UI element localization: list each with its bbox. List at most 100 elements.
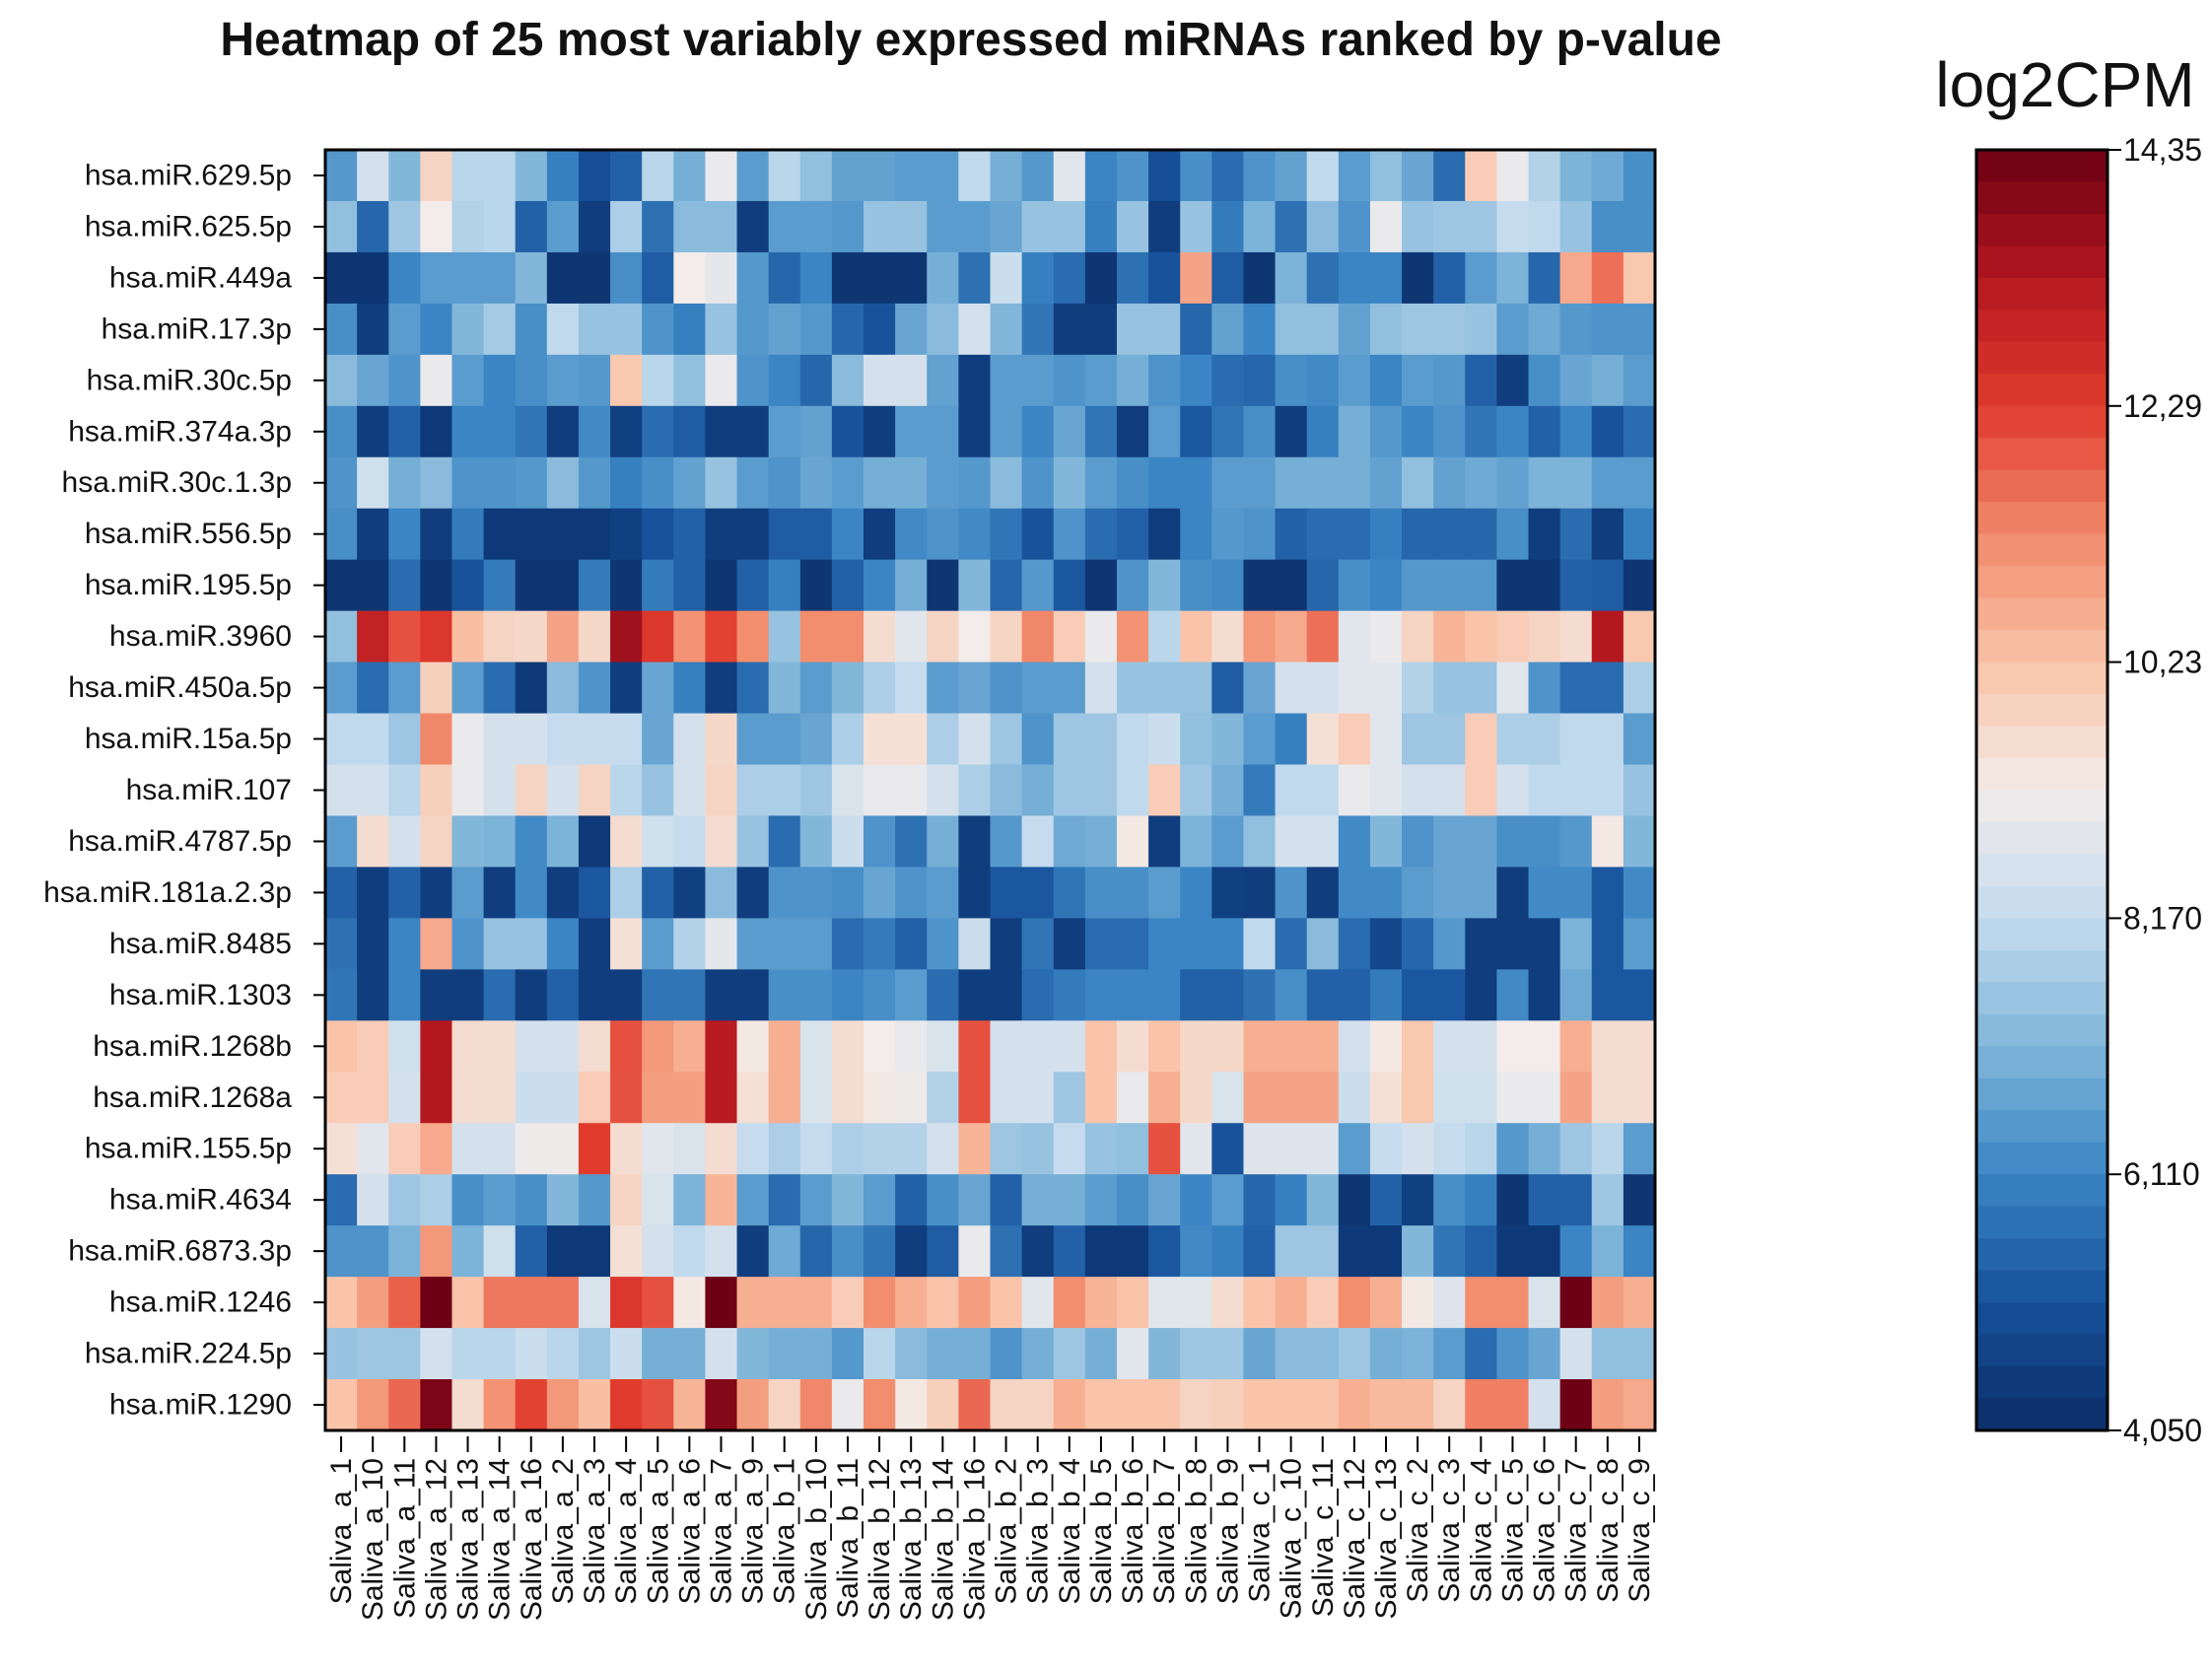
heatmap-cell (483, 867, 517, 919)
heatmap-cell (990, 559, 1023, 612)
heatmap-cell (1148, 200, 1181, 253)
heatmap-cell (610, 354, 643, 407)
heatmap-cell (705, 559, 738, 612)
heatmap-cell (325, 661, 358, 715)
heatmap-cell (1306, 661, 1340, 715)
heatmap-cell (357, 303, 389, 356)
heatmap-cell (1275, 303, 1308, 356)
heatmap-cell (1084, 1277, 1118, 1329)
heatmap-cell (1148, 1072, 1181, 1124)
heatmap-cell (388, 610, 421, 663)
heatmap-cell (1338, 150, 1371, 202)
heatmap-cell (642, 1174, 674, 1226)
heatmap-cell (1623, 815, 1656, 869)
heatmap-cell (1211, 354, 1245, 407)
heatmap-cell (864, 1328, 896, 1380)
heatmap-cell (1053, 661, 1086, 715)
heatmap-cell (864, 1225, 896, 1278)
heatmap-cell (831, 405, 864, 458)
heatmap-cell (1591, 1174, 1624, 1226)
heatmap-cell (1243, 713, 1277, 766)
heatmap-cell (1559, 867, 1593, 919)
heatmap-cell (1433, 1379, 1466, 1431)
heatmap-cell (578, 559, 611, 612)
heatmap-cell (1243, 456, 1277, 510)
heatmap-cell (705, 405, 738, 458)
heatmap-cell (1591, 1277, 1624, 1329)
heatmap-cell (768, 1020, 801, 1073)
heatmap-cell (799, 200, 833, 253)
heatmap-cell (736, 867, 770, 919)
heatmap-cell (1243, 815, 1277, 869)
colorbar-tick-label: 4,050 (2123, 1413, 2202, 1448)
heatmap-cell (1116, 150, 1149, 202)
heatmap-cell (799, 1123, 833, 1175)
heatmap-cell (1275, 610, 1308, 663)
heatmap-cell (1559, 508, 1593, 561)
heatmap-cell (642, 1277, 674, 1329)
colorbar-segment (1976, 1046, 2108, 1079)
heatmap-cell (1369, 1020, 1403, 1073)
heatmap-cell (958, 713, 992, 766)
heatmap-cell (1275, 150, 1308, 202)
heatmap-cell (1084, 1379, 1118, 1431)
heatmap-cell (927, 1072, 959, 1124)
heatmap-cell (420, 508, 453, 561)
heatmap-cell (1180, 969, 1212, 1021)
heatmap-cell (1465, 1123, 1498, 1175)
heatmap-cell (1528, 1123, 1561, 1175)
heatmap-cell (1116, 918, 1149, 970)
colorbar-segment (1976, 949, 2108, 983)
heatmap-cell (1306, 1328, 1340, 1380)
heatmap-cell (1275, 1072, 1308, 1124)
heatmap-cell (1116, 508, 1149, 561)
row-label: hsa.miR.4634 (109, 1184, 292, 1217)
heatmap-cell (546, 200, 580, 253)
heatmap-cell (673, 354, 707, 407)
heatmap-cell (1496, 764, 1530, 817)
heatmap-cell (1559, 1277, 1593, 1329)
heatmap-cell (1148, 1174, 1181, 1226)
heatmap-cell (1053, 815, 1086, 869)
heatmap-cell (864, 150, 896, 202)
heatmap-cell (1116, 815, 1149, 869)
heatmap-cell (736, 456, 770, 510)
heatmap-cell (673, 303, 707, 356)
column-label: Saliva_a_2 (547, 1458, 580, 1604)
heatmap-cell (1528, 1174, 1561, 1226)
heatmap-cell (1433, 303, 1466, 356)
heatmap-cell (1528, 1020, 1561, 1073)
heatmap-cell (1021, 508, 1055, 561)
heatmap-cell (1369, 610, 1403, 663)
heatmap-cell (1338, 1174, 1371, 1226)
heatmap-cell (420, 354, 453, 407)
heatmap-cell (990, 1072, 1023, 1124)
colorbar-segment (1976, 1013, 2108, 1047)
heatmap-cell (1180, 1277, 1212, 1329)
heatmap-cell (1559, 661, 1593, 715)
heatmap-cell (483, 764, 517, 817)
heatmap-cell (1559, 303, 1593, 356)
heatmap-cell (736, 303, 770, 356)
heatmap-cell (515, 764, 548, 817)
heatmap-cell (420, 200, 453, 253)
heatmap-cell (1433, 456, 1466, 510)
heatmap-cell (1528, 1277, 1561, 1329)
colorbar-segment (1976, 726, 2108, 759)
heatmap-cell (451, 354, 485, 407)
heatmap-cell (642, 1020, 674, 1073)
heatmap-cell (927, 661, 959, 715)
column-label: Saliva_b_4 (1054, 1458, 1086, 1604)
heatmap-cell (1433, 508, 1466, 561)
heatmap-cell (1369, 867, 1403, 919)
heatmap-cell (768, 1225, 801, 1278)
heatmap-cell (325, 1379, 358, 1431)
heatmap-cell (1528, 150, 1561, 202)
heatmap-cell (1338, 1123, 1371, 1175)
heatmap-cell (1116, 764, 1149, 817)
heatmap-cell (1148, 508, 1181, 561)
heatmap-cell (1306, 1123, 1340, 1175)
heatmap-cell (546, 508, 580, 561)
heatmap-cell (799, 251, 833, 305)
